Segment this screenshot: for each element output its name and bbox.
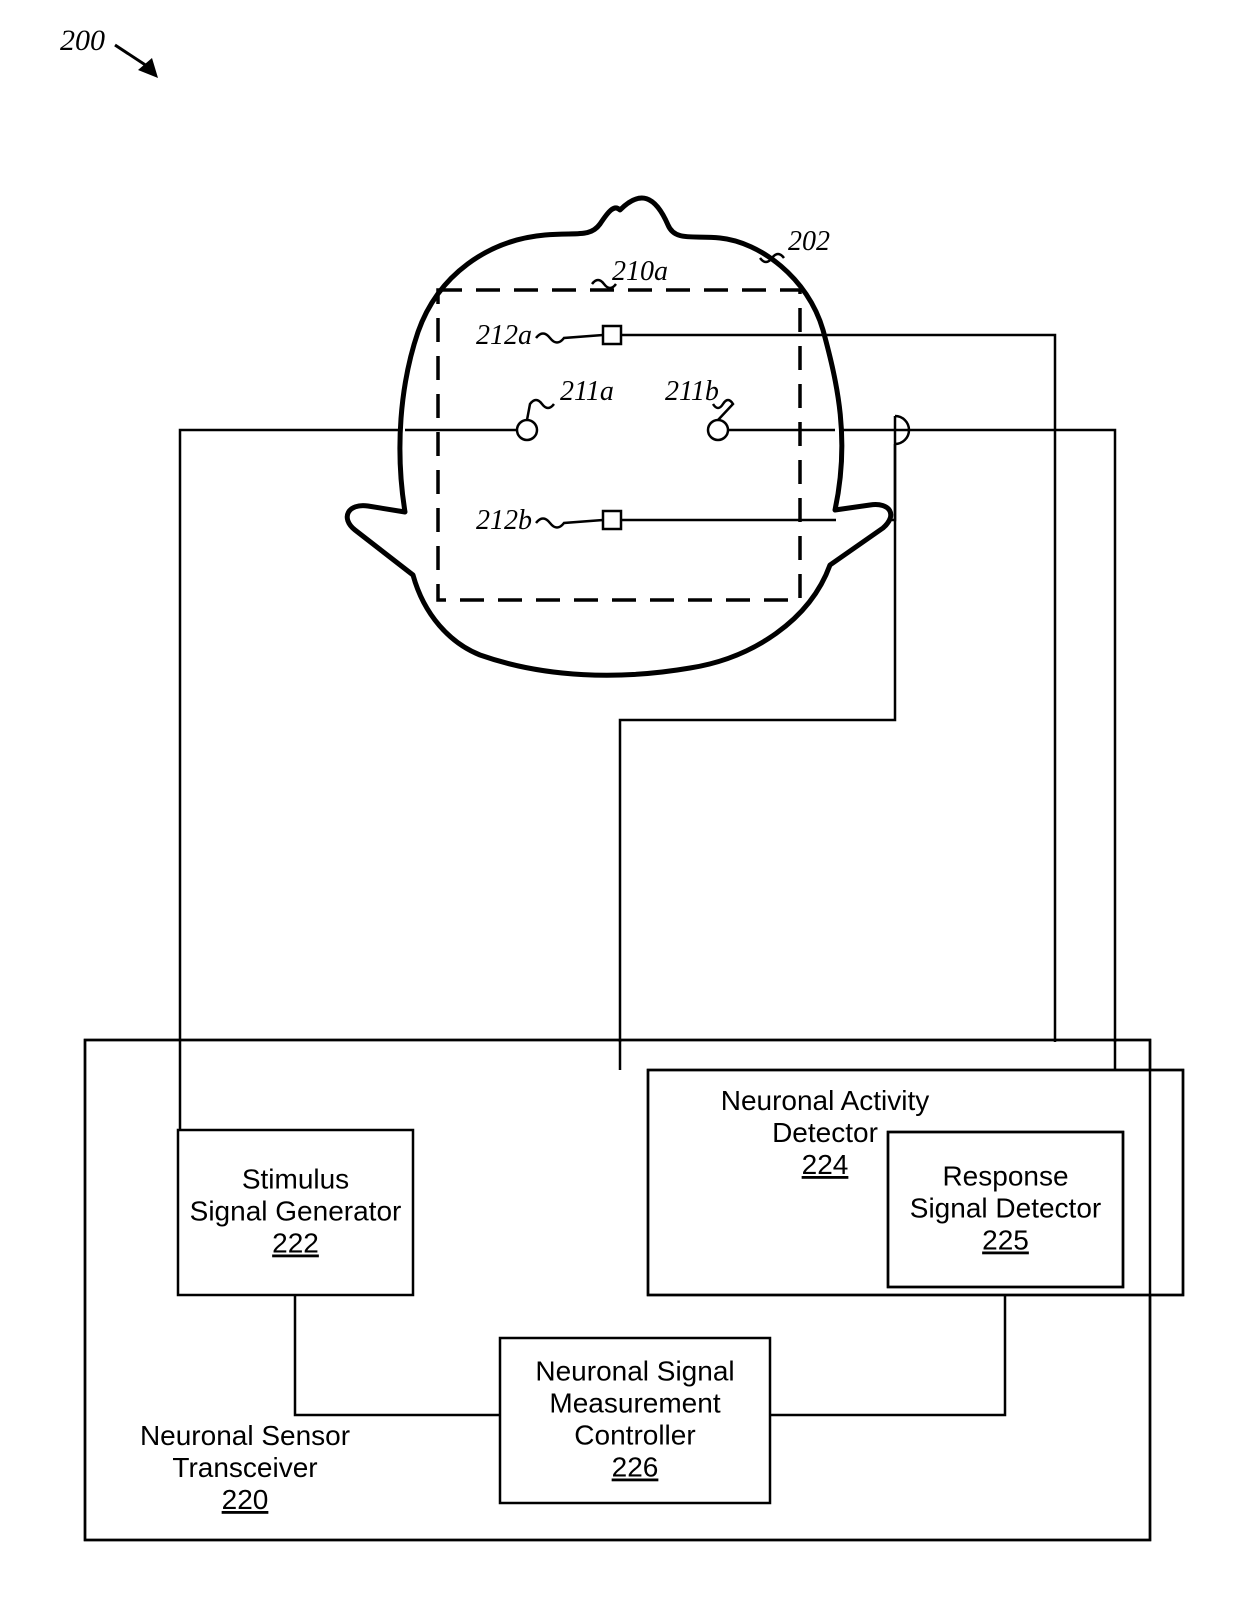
svg-text:212b: 212b — [476, 505, 532, 536]
svg-text:Transceiver: Transceiver — [172, 1452, 317, 1483]
electrode-211b — [708, 420, 728, 440]
controller-box-label: Neuronal Signal — [535, 1356, 734, 1387]
svg-text:220: 220 — [222, 1484, 269, 1515]
controller-box-label: 226 — [612, 1452, 659, 1483]
electrode-212b — [603, 511, 621, 529]
stimulus-box-label: Stimulus — [242, 1164, 349, 1195]
head-ref: 202 — [788, 226, 830, 257]
response-detector-box-label: Signal Detector — [910, 1193, 1101, 1224]
sensor-region-ref: 210a — [612, 256, 668, 287]
response-detector-box-label: 225 — [982, 1225, 1029, 1256]
figure-ref: 200 — [60, 24, 105, 57]
controller-box-label: Controller — [574, 1420, 695, 1451]
svg-text:224: 224 — [802, 1149, 849, 1180]
svg-text:Neuronal Sensor: Neuronal Sensor — [140, 1420, 350, 1451]
stimulus-box-label: 222 — [272, 1228, 319, 1259]
svg-text:211b: 211b — [665, 376, 719, 407]
response-detector-box-label: Response — [942, 1161, 1068, 1192]
controller-box-label: Measurement — [549, 1388, 720, 1419]
svg-text:Detector: Detector — [772, 1117, 878, 1148]
svg-text:212a: 212a — [476, 320, 532, 351]
stimulus-box-label: Signal Generator — [190, 1196, 402, 1227]
electrode-211a — [517, 420, 537, 440]
svg-text:211a: 211a — [560, 376, 614, 407]
svg-text:Neuronal Activity: Neuronal Activity — [721, 1085, 930, 1116]
electrode-212a — [603, 326, 621, 344]
